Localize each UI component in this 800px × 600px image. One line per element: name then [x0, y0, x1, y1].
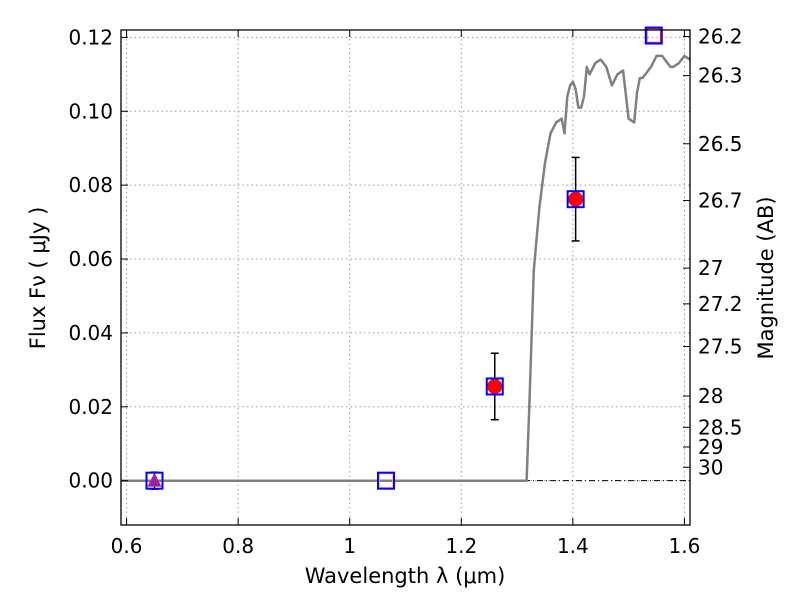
mag-tick-label: 27.5: [698, 335, 743, 359]
y-axis-title: Flux Fν ( μJy ): [26, 207, 50, 350]
mag-tick-label: 28.5: [698, 415, 743, 439]
y-tick-label: 0.08: [68, 173, 113, 197]
x-axis-title: Wavelength λ (μm): [305, 564, 506, 588]
x-tick-label: 0.6: [111, 534, 143, 558]
data-point-circle: [568, 191, 584, 207]
mag-tick-label: 26.2: [698, 25, 743, 49]
y-axis-left: 0.00 0.02 0.04 0.06 0.08 0.10 0.12: [68, 25, 128, 493]
x-tick-label: 1.2: [445, 534, 477, 558]
mag-tick-label: 30: [698, 455, 723, 479]
model-flux-box: [485, 377, 504, 396]
data-point-circle: [487, 378, 503, 394]
model-spectrum-line: [121, 54, 691, 482]
y-tick-label: 0.10: [68, 99, 113, 123]
model-spectrum: [121, 54, 691, 482]
data-points: [145, 26, 663, 490]
y-tick-label: 0.00: [68, 469, 113, 493]
y-tick-label: 0.02: [68, 395, 113, 419]
mag-tick-label: 26.3: [698, 64, 743, 88]
model-flux-box: [145, 471, 164, 490]
mag-tick-label: 26.5: [698, 132, 743, 156]
y-tick-label: 0.12: [68, 25, 113, 49]
model-flux-box: [566, 190, 585, 209]
mag-tick-label: 26.7: [698, 188, 743, 212]
x-tick-label: 0.8: [222, 534, 254, 558]
y-tick-label: 0.04: [68, 321, 113, 345]
data-point-triangle: [147, 472, 162, 487]
mag-tick-label: 28: [698, 384, 723, 408]
model-flux-box: [376, 471, 395, 490]
grid: [121, 30, 690, 525]
x-tick-label: 1: [343, 534, 356, 558]
x-tick-label: 1.4: [557, 534, 589, 558]
mag-tick-label: 27: [698, 256, 723, 280]
x-axis: 0.6 0.8 1 1.2 1.4 1.6: [111, 30, 701, 558]
y2-axis-title: Magnitude (AB): [754, 196, 778, 359]
model-flux-box: [644, 26, 663, 45]
y-tick-label: 0.06: [68, 247, 113, 271]
x-tick-label: 1.6: [669, 534, 701, 558]
plot-frame: [120, 29, 691, 526]
mag-tick-label: 27.2: [698, 292, 743, 316]
mag-tick-label: 29: [698, 435, 723, 459]
